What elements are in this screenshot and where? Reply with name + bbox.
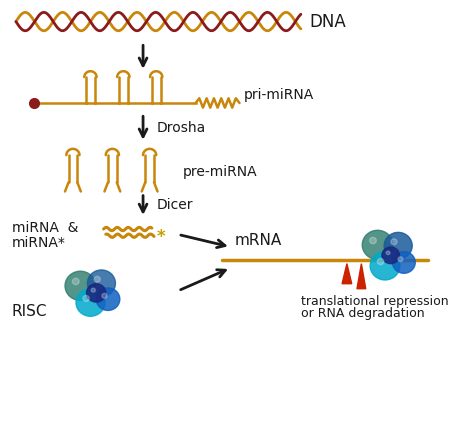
Circle shape <box>362 230 393 259</box>
Text: mRNA: mRNA <box>235 233 283 248</box>
Circle shape <box>83 295 89 302</box>
Text: pri-miRNA: pri-miRNA <box>244 88 314 102</box>
Circle shape <box>370 252 400 280</box>
Text: RISC: RISC <box>11 304 47 319</box>
Circle shape <box>384 232 412 259</box>
Circle shape <box>73 278 79 285</box>
Circle shape <box>94 276 100 282</box>
Circle shape <box>87 284 106 302</box>
Circle shape <box>398 257 403 261</box>
Polygon shape <box>342 264 352 284</box>
Circle shape <box>391 239 397 244</box>
Text: miRNA  &: miRNA & <box>11 221 78 235</box>
Circle shape <box>102 293 107 298</box>
Text: DNA: DNA <box>310 13 346 30</box>
Circle shape <box>382 247 400 264</box>
Circle shape <box>87 270 116 297</box>
Polygon shape <box>357 264 366 289</box>
Text: miRNA*: miRNA* <box>11 236 65 250</box>
Circle shape <box>386 251 390 255</box>
Circle shape <box>392 252 415 273</box>
Text: Dicer: Dicer <box>156 198 193 212</box>
Text: translational repression: translational repression <box>301 295 448 308</box>
Circle shape <box>65 271 96 300</box>
Text: or RNA degradation: or RNA degradation <box>301 307 425 320</box>
Text: *: * <box>156 228 165 246</box>
Circle shape <box>91 288 95 292</box>
Text: Drosha: Drosha <box>156 121 205 135</box>
Circle shape <box>377 258 384 265</box>
Circle shape <box>96 288 120 310</box>
Text: pre-miRNA: pre-miRNA <box>182 165 257 179</box>
Circle shape <box>370 237 376 244</box>
Circle shape <box>76 289 105 316</box>
